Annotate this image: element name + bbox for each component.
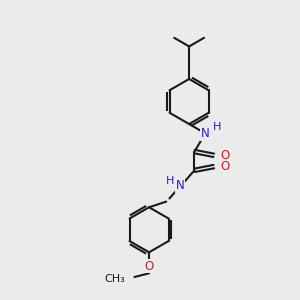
Text: CH₃: CH₃ bbox=[104, 274, 125, 284]
Text: H: H bbox=[213, 122, 221, 131]
Text: N: N bbox=[201, 127, 210, 140]
Text: N: N bbox=[176, 179, 185, 193]
Text: O: O bbox=[221, 149, 230, 162]
Text: H: H bbox=[166, 176, 175, 186]
Text: O: O bbox=[221, 160, 230, 173]
Text: O: O bbox=[144, 260, 154, 273]
